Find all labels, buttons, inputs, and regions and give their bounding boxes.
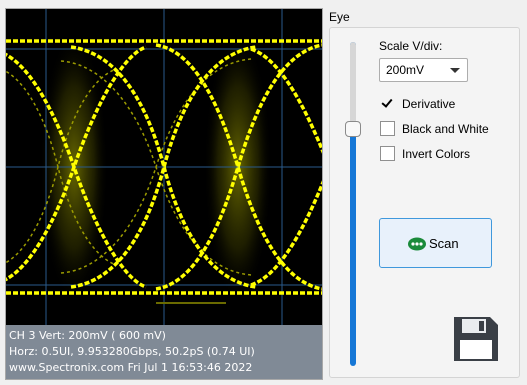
eye-diagram-canvas (6, 9, 322, 325)
grid (6, 9, 322, 325)
eye-diagram-display: CH 3 Vert: 200mV ( 600 mV) Horz: 0.5UI, … (5, 8, 323, 380)
vertical-slider-thumb[interactable] (345, 121, 361, 137)
invert-colors-checkbox-box[interactable] (380, 146, 395, 161)
checkmark-icon (381, 96, 393, 108)
slider-upper-segment (350, 42, 356, 129)
black-and-white-label: Black and White (402, 122, 489, 136)
eye-inner-traces (6, 58, 252, 276)
scope-status-bar: CH 3 Vert: 200mV ( 600 mV) Horz: 0.5UI, … (6, 325, 322, 379)
scale-selected-value: 200mV (386, 63, 425, 77)
scan-label: Scan (429, 236, 459, 251)
chevron-down-icon (450, 68, 460, 73)
website-timestamp: www.Spectronix.com Fri Jul 1 16:53:46 20… (9, 361, 253, 374)
eye-panel-title: Eye (329, 10, 350, 24)
scale-label: Scale V/div: (379, 39, 443, 53)
derivative-checkbox-box[interactable] (380, 96, 395, 111)
eye-traces (6, 39, 322, 295)
scan-button[interactable]: Scan (379, 218, 492, 268)
horizontal-readout: Horz: 0.5UI, 9.953280Gbps, 50.2pS (0.74 … (9, 345, 255, 358)
floppy-disk-icon[interactable] (453, 316, 499, 365)
scale-dropdown[interactable]: 200mV (379, 58, 468, 82)
channel-vertical-readout: CH 3 Vert: 200mV ( 600 mV) (9, 329, 166, 342)
scan-icon (407, 236, 427, 255)
vertical-slider-track[interactable] (350, 42, 356, 366)
black-and-white-checkbox-box[interactable] (380, 121, 395, 136)
invert-colors-label: Invert Colors (402, 147, 471, 161)
derivative-label: Derivative (402, 97, 456, 111)
